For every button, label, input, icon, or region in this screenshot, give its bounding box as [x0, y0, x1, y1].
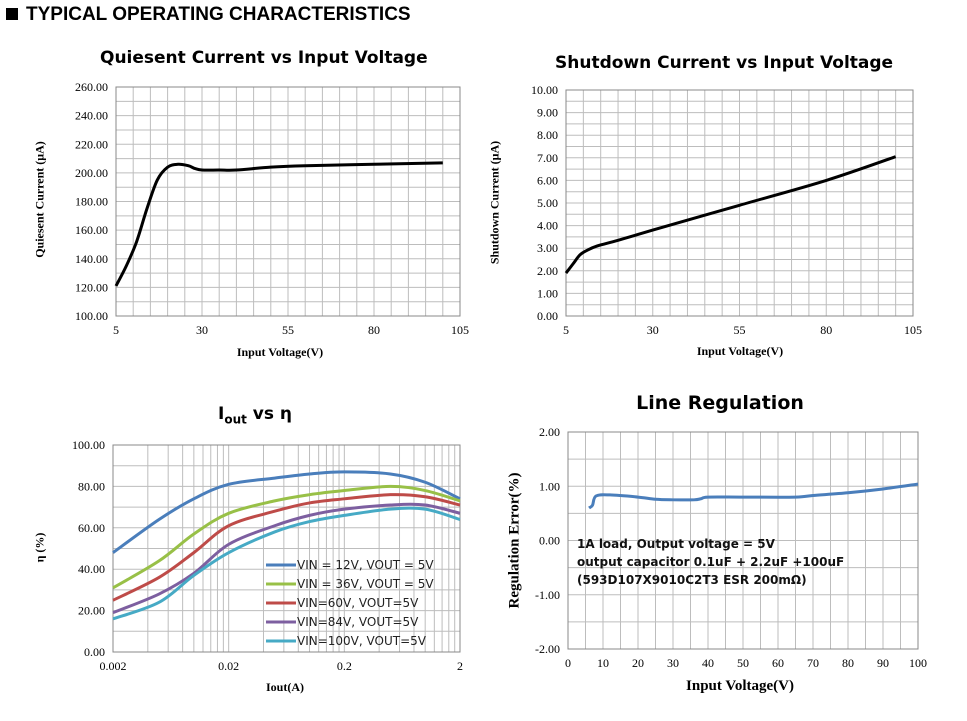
y-tick-label: 240.00 [75, 109, 108, 123]
x-tick-label: 0.002 [100, 659, 127, 673]
x-tick-label: 80 [820, 323, 832, 337]
x-tick-label: 30 [196, 323, 208, 337]
y-tick-label: 20.00 [78, 604, 105, 618]
y-tick-label: -1.00 [535, 588, 560, 602]
annotation-text: 1A load, Output voltage = 5V [577, 537, 776, 551]
chart2-title: Shutdown Current vs Input Voltage [555, 53, 894, 73]
x-tick-label: 70 [807, 656, 819, 670]
y-tick-label: 9.00 [537, 106, 558, 120]
x-tick-label: 55 [282, 323, 294, 337]
chart4-title: Line Regulation [636, 392, 804, 414]
chart3-title: Iout vs η [180, 404, 330, 426]
x-tick-label: 105 [451, 323, 469, 337]
chart3-title-main: I [218, 404, 225, 424]
y-tick-label: 0.00 [84, 645, 105, 659]
y-tick-label: 60.00 [78, 521, 105, 535]
annotation-text: (593D107X9010C2T3 ESR 200mΩ) [577, 573, 807, 587]
series-line [564, 155, 897, 274]
section-heading: TYPICAL OPERATING CHARACTERISTICS [6, 4, 411, 26]
legend-label: VIN = 36V, VOUT = 5V [297, 577, 434, 591]
legend-label: VIN = 12V, VOUT = 5V [297, 558, 434, 572]
series-line [112, 502, 461, 615]
square-bullet-icon [6, 8, 18, 20]
legend-label: VIN=60V, VOUT=5V [297, 596, 419, 610]
x-tick-label: 55 [734, 323, 746, 337]
series-line [112, 470, 461, 554]
series-line [112, 506, 461, 621]
y-tick-label: 8.00 [537, 128, 558, 142]
y-tick-label: 220.00 [75, 137, 108, 151]
y-tick-label: 200.00 [75, 166, 108, 180]
y-tick-label: 260.00 [75, 80, 108, 94]
y-tick-label: -2.00 [535, 642, 560, 656]
x-tick-label: 5 [563, 323, 569, 337]
series-line [588, 482, 919, 510]
y-tick-label: 1.00 [537, 286, 558, 300]
x-tick-label: 80 [842, 656, 854, 670]
chart2-xlabel: Input Voltage(V) [696, 344, 784, 358]
x-tick-label: 5 [113, 323, 119, 337]
y-tick-label: 80.00 [78, 479, 105, 493]
y-tick-label: 10.00 [531, 83, 558, 97]
x-tick-label: 30 [647, 323, 659, 337]
y-tick-label: 120.00 [75, 280, 108, 294]
plot-frame [112, 444, 461, 653]
x-tick-label: 0.02 [218, 659, 239, 673]
series-line [112, 493, 461, 602]
x-tick-label: 50 [737, 656, 749, 670]
x-tick-label: 60 [772, 656, 784, 670]
chart3-title-rest: vs η [246, 404, 292, 424]
y-tick-label: 0.00 [539, 534, 560, 548]
chart1-title: Quiesent Current vs Input Voltage [100, 48, 428, 68]
x-tick-label: 10 [597, 656, 609, 670]
y-tick-label: 2.00 [539, 425, 560, 439]
chart3-xlabel: Iout(A) [266, 680, 304, 694]
plot-frame [567, 431, 919, 650]
x-tick-label: 105 [904, 323, 922, 337]
chart1: 5 30 55 80 105 100.00 120.00 140.00 160.00 180.00… [75, 80, 469, 337]
y-tick-label: 40.00 [78, 562, 105, 576]
y-tick-label: 180.00 [75, 195, 108, 209]
y-tick-label: 2.00 [537, 264, 558, 278]
x-tick-label: 20 [632, 656, 644, 670]
x-tick-label: 2 [457, 659, 463, 673]
chart4-xlabel: Input Voltage(V) [686, 678, 794, 694]
y-tick-label: 100.00 [72, 438, 105, 452]
x-tick-label: 80 [368, 323, 380, 337]
x-tick-label: 90 [877, 656, 889, 670]
x-tick-label: 40 [702, 656, 714, 670]
y-tick-label: 1.00 [539, 479, 560, 493]
y-tick-label: 4.00 [537, 219, 558, 233]
chart2: 5 30 55 80 105 0.00 1.00 2.00 3.00 4.00 5.00 6.00 7.… [531, 83, 922, 337]
annotation-text: output capacitor 0.1uF + 2.2uF +100uF [577, 555, 844, 569]
y-tick-label: 7.00 [537, 151, 558, 165]
y-tick-label: 0.00 [537, 309, 558, 323]
y-tick-label: 3.00 [537, 241, 558, 255]
series-line [114, 161, 443, 287]
heading-text: TYPICAL OPERATING CHARACTERISTICS [26, 4, 411, 25]
x-tick-label: 0 [565, 656, 571, 670]
x-tick-label: 0.2 [337, 659, 352, 673]
chart3-title-sub: out [224, 412, 247, 427]
plot-frame [115, 86, 461, 317]
legend-label: VIN=84V, VOUT=5V [297, 615, 419, 629]
chart4: 0 10 20 30 40 50 60 70 80 90 100 -2.00 -1.00 0.00 1.00… [535, 425, 927, 670]
x-tick-label: 30 [667, 656, 679, 670]
y-tick-label: 140.00 [75, 252, 108, 266]
series-line [112, 484, 461, 590]
y-tick-label: 160.00 [75, 223, 108, 237]
y-tick-label: 6.00 [537, 173, 558, 187]
legend-label: VIN=100V, VOUT=5V [297, 634, 427, 648]
plot-frame [565, 89, 914, 317]
chart3: 0.002 0.02 0.2 20.0020.0040.0060.0080.00100… [72, 438, 463, 673]
chart1-xlabel: Input Voltage(V) [236, 345, 324, 359]
y-tick-label: 100.00 [75, 309, 108, 323]
x-tick-label: 100 [909, 656, 927, 670]
y-tick-label: 5.00 [537, 196, 558, 210]
